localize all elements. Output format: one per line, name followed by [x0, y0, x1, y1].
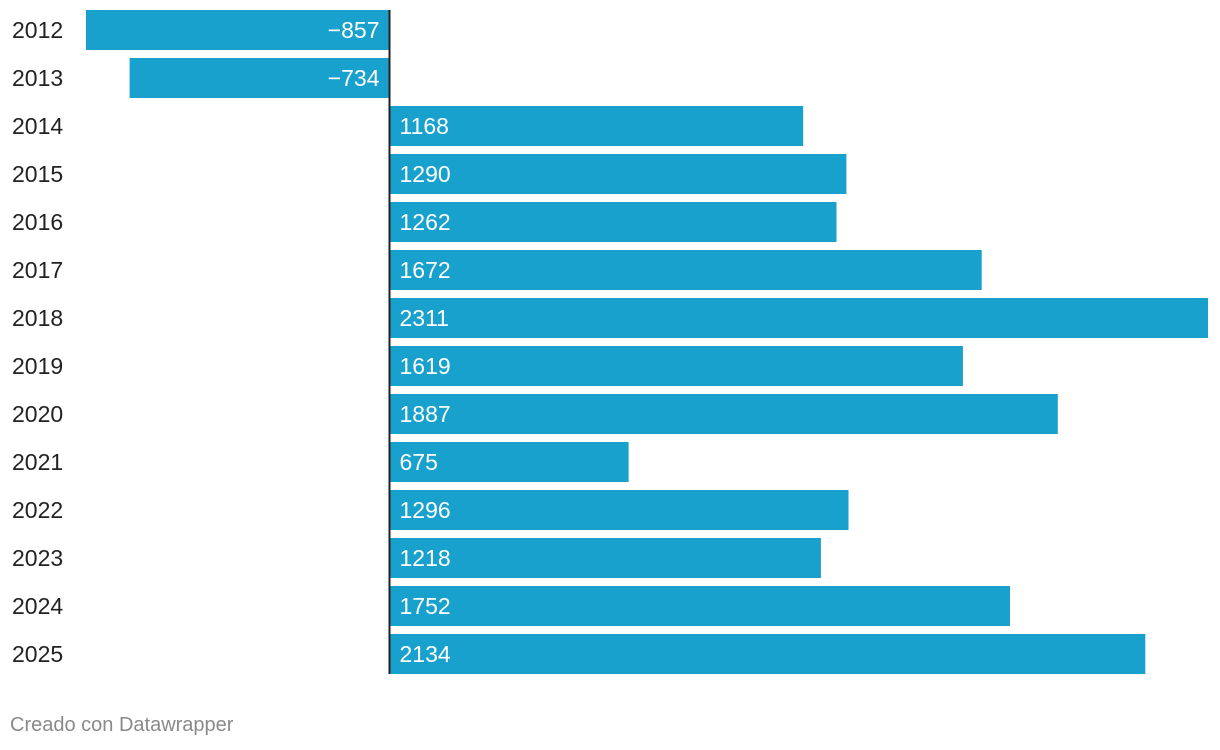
bar-2016 [389, 202, 837, 242]
category-label-2014: 2014 [12, 113, 63, 139]
bar-2012 [86, 10, 390, 50]
bar-2020 [389, 394, 1058, 434]
value-label-2021: 675 [400, 449, 438, 475]
bar-2017 [389, 250, 982, 290]
value-label-2025: 2134 [400, 641, 451, 667]
value-label-2023: 1218 [400, 545, 451, 571]
value-label-2015: 1290 [400, 161, 451, 187]
category-label-2023: 2023 [12, 545, 63, 571]
value-label-2024: 1752 [400, 593, 451, 619]
category-label-2020: 2020 [12, 401, 63, 427]
bar-2025 [389, 634, 1146, 674]
bar-chart: 2012 2013 2014 2015 2016 2017 2018 2019 2020 2021… [12, 10, 1208, 674]
category-label-2016: 2016 [12, 209, 63, 235]
category-label-2012: 2012 [12, 17, 63, 43]
bar-2013 [129, 58, 390, 98]
category-label-2025: 2025 [12, 641, 63, 667]
category-label-2022: 2022 [12, 497, 63, 523]
value-label-2013: −734 [328, 65, 380, 91]
value-label-2016: 1262 [400, 209, 451, 235]
bar-2018 [389, 298, 1208, 338]
category-label-2015: 2015 [12, 161, 63, 187]
category-label-2021: 2021 [12, 449, 63, 475]
bar-2019 [389, 346, 963, 386]
value-label-2012: −857 [328, 17, 380, 43]
category-label-2013: 2013 [12, 65, 63, 91]
bar-2024 [389, 586, 1010, 626]
value-label-2014: 1168 [400, 113, 449, 139]
value-label-2018: 2311 [400, 305, 449, 331]
value-label-2022: 1296 [400, 497, 451, 523]
category-label-2018: 2018 [12, 305, 63, 331]
bars-group [86, 10, 1208, 674]
value-label-2017: 1672 [400, 257, 451, 283]
bar-2021 [389, 442, 629, 482]
bar-2023 [389, 538, 821, 578]
category-label-2019: 2019 [12, 353, 63, 379]
value-label-2020: 1887 [400, 401, 451, 427]
datawrapper-credit: Creado con Datawrapper [10, 714, 234, 736]
bar-2014 [389, 106, 804, 146]
category-label-2024: 2024 [12, 593, 63, 619]
value-label-2019: 1619 [400, 353, 451, 379]
category-labels-group: 2012 2013 2014 2015 2016 2017 2018 2019 2020 2021… [12, 17, 63, 667]
bar-2015 [389, 154, 847, 194]
value-labels-group: −857 −734 1168 1290 1262 1672 2311 1619 1887 675 1… [328, 17, 451, 667]
bar-2022 [389, 490, 849, 530]
category-label-2017: 2017 [12, 257, 63, 283]
